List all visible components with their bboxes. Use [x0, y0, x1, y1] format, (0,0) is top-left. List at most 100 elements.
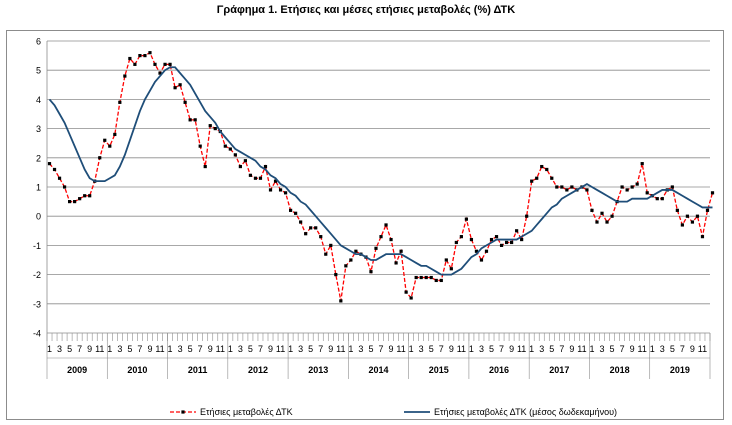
data-point: [133, 62, 137, 66]
chart-title: Γράφημα 1. Ετήσιες και μέσες ετήσιες μετ…: [216, 4, 516, 16]
month-tick-label: 3: [660, 344, 665, 354]
data-point: [555, 185, 559, 189]
data-point: [590, 208, 594, 212]
year-label: 2010: [127, 365, 147, 375]
data-point: [675, 208, 679, 212]
data-point: [439, 278, 443, 283]
data-point: [605, 220, 609, 224]
data-point: [339, 299, 343, 303]
month-tick-label: 3: [419, 344, 424, 354]
data-point: [62, 185, 67, 189]
month-tick-label: 1: [469, 344, 474, 354]
month-tick-label: 11: [396, 344, 405, 354]
data-point: [610, 214, 614, 218]
data-point: [253, 176, 258, 180]
data-point: [344, 264, 348, 268]
data-point: [329, 243, 333, 247]
data-point: [68, 200, 72, 204]
y-tick-label: 4: [36, 95, 41, 105]
month-tick-label: 5: [248, 344, 253, 354]
month-tick-label: 1: [589, 344, 594, 354]
month-tick-label: 11: [638, 344, 647, 354]
month-tick-label: 1: [348, 344, 353, 354]
year-label: 2011: [188, 365, 208, 375]
data-point: [560, 185, 564, 189]
month-tick-label: 5: [549, 344, 554, 354]
month-tick-label: 11: [155, 344, 164, 354]
data-point: [399, 249, 403, 253]
data-point: [309, 226, 313, 230]
data-point: [304, 232, 308, 236]
month-tick-label: 7: [198, 344, 203, 354]
data-point: [459, 235, 463, 239]
month-tick-label: 11: [216, 344, 225, 354]
data-point: [163, 62, 167, 66]
data-point: [540, 164, 544, 169]
month-tick-label: 11: [457, 344, 466, 354]
data-point: [173, 86, 177, 90]
data-point: [334, 273, 338, 277]
data-point: [705, 208, 710, 212]
data-point: [268, 188, 273, 192]
data-point: [479, 258, 484, 262]
data-point: [434, 278, 438, 283]
data-point: [83, 194, 87, 198]
data-point: [379, 235, 383, 239]
data-point: [585, 188, 589, 192]
month-tick-label: 7: [137, 344, 142, 354]
data-point: [57, 176, 62, 180]
data-point: [384, 223, 388, 227]
month-tick-label: 7: [258, 344, 263, 354]
month-tick-label: 3: [57, 344, 62, 354]
data-point: [148, 51, 152, 55]
data-point: [108, 144, 112, 148]
month-tick-label: 5: [308, 344, 313, 354]
month-tick-label: 7: [439, 344, 444, 354]
data-point: [690, 220, 695, 224]
month-tick-label: 3: [600, 344, 605, 354]
year-label: 2019: [670, 365, 690, 375]
month-tick-label: 9: [389, 344, 394, 354]
month-tick-label: 9: [449, 344, 454, 354]
data-point: [570, 185, 574, 189]
year-label: 2009: [67, 365, 87, 375]
y-tick-label: 2: [36, 153, 41, 163]
month-tick-label: 3: [298, 344, 303, 354]
month-tick-label: 5: [127, 344, 132, 354]
data-point: [349, 258, 353, 262]
month-tick-label: 3: [358, 344, 363, 354]
data-point: [424, 275, 428, 280]
month-tick-label: 11: [336, 344, 345, 354]
month-tick-label: 3: [238, 344, 243, 354]
data-point: [595, 220, 599, 224]
data-point: [510, 240, 514, 245]
data-point: [530, 179, 534, 183]
data-point: [238, 164, 242, 169]
legend-marker-annual: [181, 410, 185, 414]
data-point: [655, 197, 659, 201]
month-tick-label: 11: [517, 344, 526, 354]
data-point: [369, 270, 373, 274]
data-point: [213, 127, 217, 131]
month-tick-label: 9: [328, 344, 333, 354]
year-label: 2012: [248, 365, 268, 375]
month-tick-label: 3: [178, 344, 183, 354]
data-point: [474, 249, 479, 253]
data-point: [188, 118, 192, 122]
data-point: [695, 214, 700, 218]
month-tick-label: 9: [87, 344, 92, 354]
data-point: [419, 275, 423, 280]
data-point: [233, 153, 237, 157]
data-point: [464, 217, 468, 221]
data-point: [680, 223, 684, 227]
year-label: 2017: [549, 365, 569, 375]
data-point: [494, 235, 499, 239]
data-point: [499, 243, 504, 247]
data-point: [504, 240, 509, 245]
data-point: [78, 197, 82, 201]
series-line-average: [48, 66, 713, 276]
data-point: [545, 167, 549, 172]
data-point: [47, 162, 52, 166]
data-point: [374, 246, 378, 250]
